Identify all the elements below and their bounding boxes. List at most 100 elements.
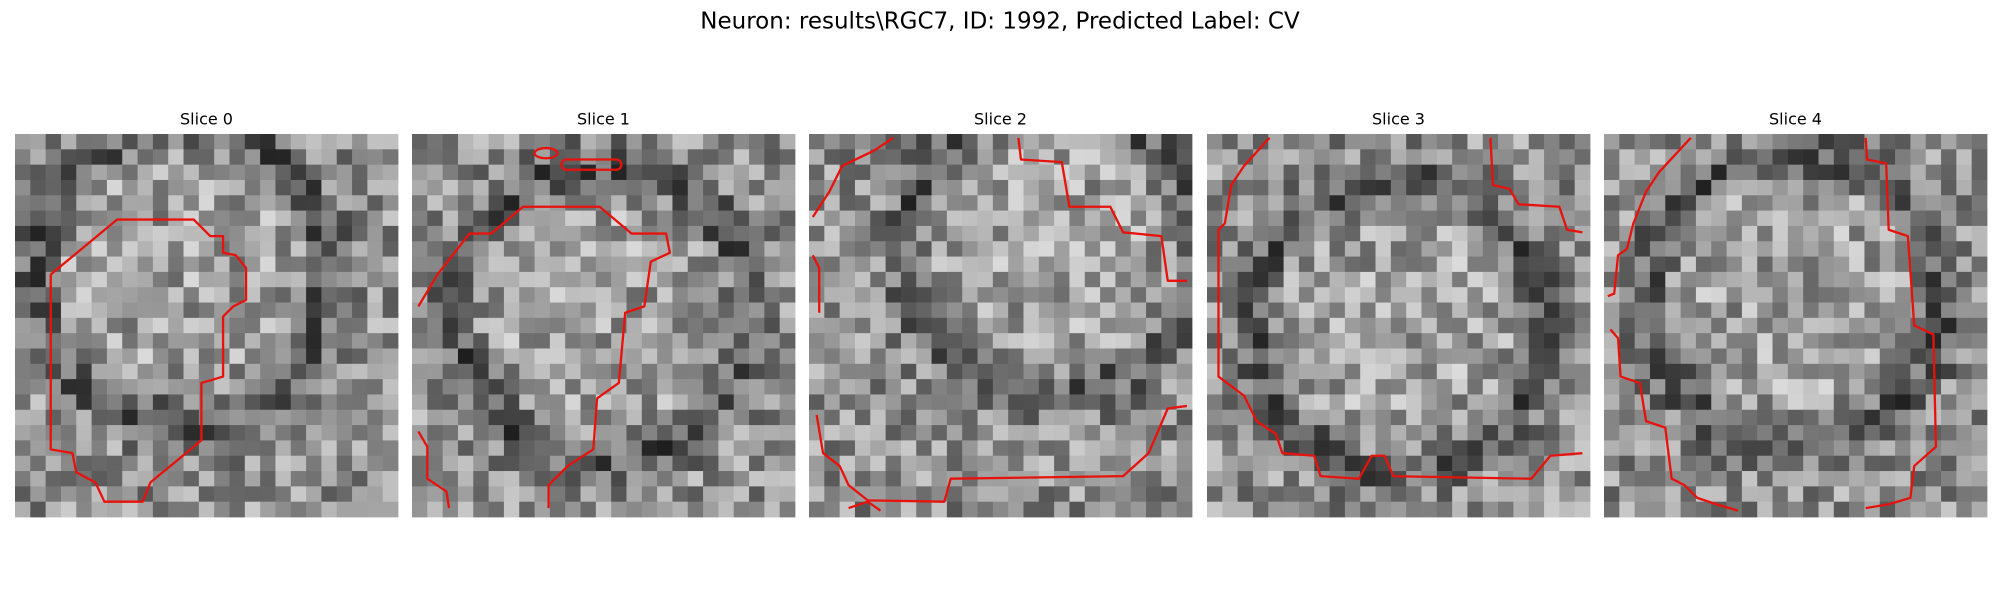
pixel [839, 440, 856, 457]
pixel [1665, 379, 1681, 395]
pixel [15, 164, 31, 181]
pixel [626, 256, 643, 273]
pixel [824, 256, 841, 273]
pixel [60, 287, 77, 303]
pixel [1864, 394, 1881, 411]
pixel [1528, 225, 1545, 242]
pixel [198, 179, 215, 196]
pixel [1146, 287, 1162, 303]
pixel [1910, 256, 1927, 273]
pixel [1680, 195, 1697, 211]
pixel [1482, 302, 1499, 319]
pixel [412, 225, 428, 242]
pixel [1421, 363, 1438, 380]
pixel [641, 455, 658, 472]
pixel [1941, 425, 1957, 441]
pixel [1619, 348, 1636, 365]
pixel [1344, 210, 1361, 227]
pixel [76, 409, 92, 426]
pixel [733, 363, 750, 380]
pixel [1146, 179, 1162, 196]
pixel [641, 363, 658, 380]
pixel [749, 317, 765, 334]
pixel [1406, 333, 1422, 349]
pixel [1574, 440, 1591, 457]
pixel [672, 287, 689, 303]
pixel [488, 471, 505, 487]
pixel [809, 164, 825, 181]
pixel [1559, 271, 1576, 288]
pixel [1482, 440, 1499, 457]
pixel [1038, 333, 1055, 349]
pixel [549, 379, 566, 395]
pixel [1344, 164, 1361, 181]
pixel [1895, 210, 1911, 227]
pixel [1406, 363, 1422, 380]
pixel [764, 271, 781, 288]
pixel [1665, 134, 1681, 150]
pixels [1207, 134, 1591, 518]
pixel [595, 287, 612, 303]
pixel [367, 440, 384, 457]
pixel [1879, 455, 1896, 472]
pixel [427, 394, 444, 411]
pixel [1544, 149, 1560, 166]
pixel [946, 455, 963, 472]
pixel [549, 440, 566, 457]
pixel [1069, 256, 1086, 273]
pixel [1406, 348, 1422, 365]
pixel [1513, 348, 1530, 365]
pixel [1482, 394, 1499, 411]
pixel [1971, 256, 1988, 273]
pixel [1222, 164, 1239, 181]
pixel [718, 471, 735, 487]
pixel [764, 379, 781, 395]
pixel [885, 317, 902, 334]
pixel [183, 271, 200, 288]
pixel [1467, 241, 1484, 257]
pixel [962, 348, 978, 365]
pixel [657, 379, 673, 395]
pixel [595, 348, 612, 365]
pixel [352, 333, 368, 349]
pixel [275, 164, 292, 181]
pixel [503, 241, 520, 257]
pixel [321, 471, 338, 487]
pixel [1818, 317, 1835, 334]
contour [1017, 137, 1187, 282]
pixel [367, 409, 384, 426]
pixel [503, 149, 520, 166]
pixel [626, 271, 643, 288]
pixel [1329, 149, 1346, 166]
pixel [352, 179, 368, 196]
pixel [611, 348, 627, 365]
pixel [1757, 271, 1773, 288]
pixel [260, 501, 276, 518]
pixel [473, 409, 489, 426]
pixel [1161, 149, 1178, 166]
pixel [1268, 471, 1284, 487]
pixel [1467, 409, 1484, 426]
pixel [839, 210, 856, 227]
pixel [1803, 333, 1819, 349]
pixel [1375, 225, 1392, 242]
pixel [779, 179, 796, 196]
pixel [1069, 271, 1086, 288]
pixel [1619, 195, 1636, 211]
pixel [611, 440, 627, 457]
pixel [183, 241, 200, 257]
pixel [1544, 471, 1560, 487]
pixel [427, 333, 444, 349]
pixel [1513, 455, 1530, 472]
pixel [412, 149, 428, 166]
pixel [1252, 425, 1269, 441]
pixel [1528, 425, 1545, 441]
pixel [1757, 379, 1773, 395]
pixel [870, 164, 886, 181]
pixel [336, 333, 353, 349]
pixel [503, 179, 520, 196]
pixel [244, 471, 261, 487]
pixel [824, 134, 841, 150]
pixel [1971, 409, 1988, 426]
pixel [657, 179, 673, 196]
